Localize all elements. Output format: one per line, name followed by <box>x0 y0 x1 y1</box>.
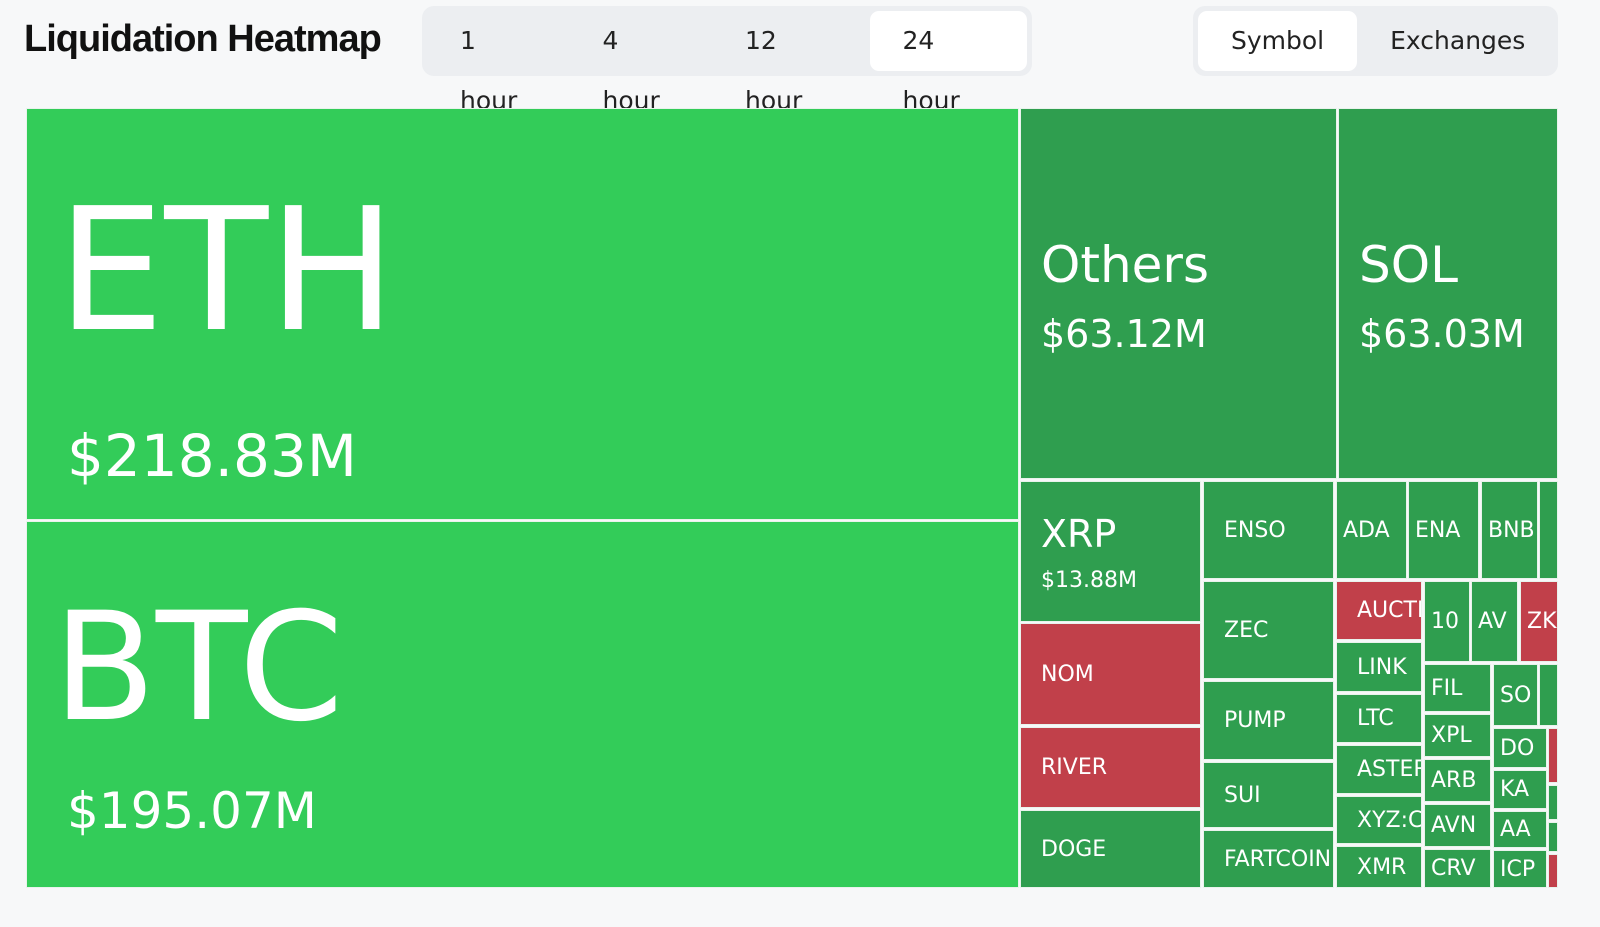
tile-label: LINK <box>1357 654 1407 680</box>
tile-value: $195.07M <box>67 782 317 840</box>
tile-label: AA <box>1500 817 1531 843</box>
tile-label: ADA <box>1343 517 1390 543</box>
time-tabs: 1 hour 4 hour 12 hour 24 hour <box>422 6 1032 115</box>
tile[interactable]: LINK <box>1336 642 1422 692</box>
tile-label: CRV <box>1431 856 1476 882</box>
tile-label: Others <box>1041 236 1210 294</box>
tile-sliver <box>1539 481 1558 579</box>
tile-label: FARTCOIN <box>1224 846 1332 872</box>
tile[interactable]: XRP $13.88M <box>1020 481 1201 622</box>
tile-label: ZEC <box>1224 617 1269 643</box>
tile-value: $63.12M <box>1041 312 1207 357</box>
tile-label: ZK <box>1527 609 1557 635</box>
tile-label: SOL <box>1359 236 1458 294</box>
tile[interactable]: AUCTI <box>1336 581 1422 640</box>
tab[interactable]: Exchanges <box>1390 26 1526 55</box>
tile-label: XYZ:C <box>1357 807 1422 833</box>
tile-label: SUI <box>1224 782 1261 808</box>
tile-sliver <box>1548 728 1558 783</box>
tile-label: ENSO <box>1224 517 1286 543</box>
tile[interactable]: RIVER <box>1020 727 1201 808</box>
tile[interactable]: AA <box>1493 811 1547 848</box>
tile-label: XPL <box>1431 723 1472 749</box>
tile[interactable]: Others $63.12M <box>1020 108 1337 479</box>
tile[interactable]: KA <box>1493 770 1547 809</box>
tile[interactable]: PUMP <box>1203 681 1334 760</box>
tile[interactable]: ZEC <box>1203 581 1334 679</box>
tile[interactable]: ZK <box>1520 581 1558 662</box>
tile[interactable]: ETH $218.83M <box>26 108 1019 520</box>
tile[interactable]: ENA <box>1408 481 1479 579</box>
page-title: Liquidation Heatmap <box>24 18 382 60</box>
tile-label: ASTER <box>1357 757 1422 783</box>
tab[interactable]: 4 hour <box>602 26 660 115</box>
tile[interactable]: SO <box>1493 664 1538 726</box>
tile-value: $218.83M <box>67 422 357 491</box>
tile-sliver <box>1539 664 1558 726</box>
tile-label: SO <box>1500 682 1532 708</box>
tile[interactable]: FARTCOIN <box>1203 830 1334 888</box>
tile-sliver <box>1548 785 1558 820</box>
tile[interactable]: LTC <box>1336 694 1422 743</box>
tile[interactable]: AVN <box>1424 804 1491 847</box>
tile-label: PUMP <box>1224 708 1286 734</box>
tile-value: $63.03M <box>1359 312 1525 357</box>
tile-label: RIVER <box>1041 755 1108 781</box>
tile-label: DOGE <box>1041 836 1107 862</box>
tile[interactable]: SUI <box>1203 762 1334 828</box>
tile[interactable]: NOM <box>1020 623 1201 725</box>
tile-label: AVN <box>1431 813 1477 839</box>
tile[interactable]: ASTER <box>1336 745 1422 794</box>
tile[interactable]: ICP <box>1493 850 1547 888</box>
tile-label: XRP <box>1041 512 1117 557</box>
tile-label: ETH <box>57 172 397 370</box>
tile-label: ICP <box>1500 856 1536 882</box>
tile[interactable]: XMR <box>1336 846 1422 888</box>
tile[interactable]: SOL $63.03M <box>1338 108 1558 479</box>
tile-label: DO <box>1500 735 1535 761</box>
tile[interactable]: ADA <box>1336 481 1407 579</box>
tab[interactable]: Symbol <box>1198 11 1358 71</box>
tab[interactable]: 24 hour <box>869 11 1027 115</box>
tile[interactable]: 10 <box>1424 581 1470 662</box>
tile-label: 10 <box>1431 609 1459 635</box>
tile[interactable]: BNB <box>1481 481 1538 579</box>
tile-label: ENA <box>1415 517 1461 543</box>
view-tabs: Symbol Exchanges <box>1193 6 1558 76</box>
tile-label: XMR <box>1357 854 1407 880</box>
tile[interactable]: CRV <box>1424 849 1491 888</box>
tile[interactable]: ENSO <box>1203 481 1334 579</box>
tile-label: KA <box>1500 777 1530 803</box>
tile-label: NOM <box>1041 661 1094 687</box>
tile[interactable]: FIL <box>1424 664 1491 712</box>
tab[interactable]: 1 hour <box>460 26 518 115</box>
tile-label: LTC <box>1357 706 1394 732</box>
tile[interactable]: BTC $195.07M <box>26 521 1019 888</box>
tile-value: $13.88M <box>1041 567 1137 593</box>
tab[interactable]: 12 hour <box>745 26 803 115</box>
tile-sliver <box>1548 854 1558 888</box>
tile-label: AUCTI <box>1357 598 1422 624</box>
tile-label: BNB <box>1488 517 1535 543</box>
tile[interactable]: DO <box>1493 728 1547 768</box>
tile[interactable]: XYZ:C <box>1336 796 1422 844</box>
tile[interactable]: AV <box>1471 581 1518 662</box>
tile-sliver <box>1548 822 1558 852</box>
tile-label: FIL <box>1431 675 1463 701</box>
tile[interactable]: DOGE <box>1020 810 1201 888</box>
tile[interactable]: ARB <box>1424 759 1491 802</box>
tile[interactable]: XPL <box>1424 714 1491 757</box>
tile-label: AV <box>1478 609 1507 635</box>
tile-label: ARB <box>1431 768 1477 794</box>
tile-label: BTC <box>53 581 344 755</box>
